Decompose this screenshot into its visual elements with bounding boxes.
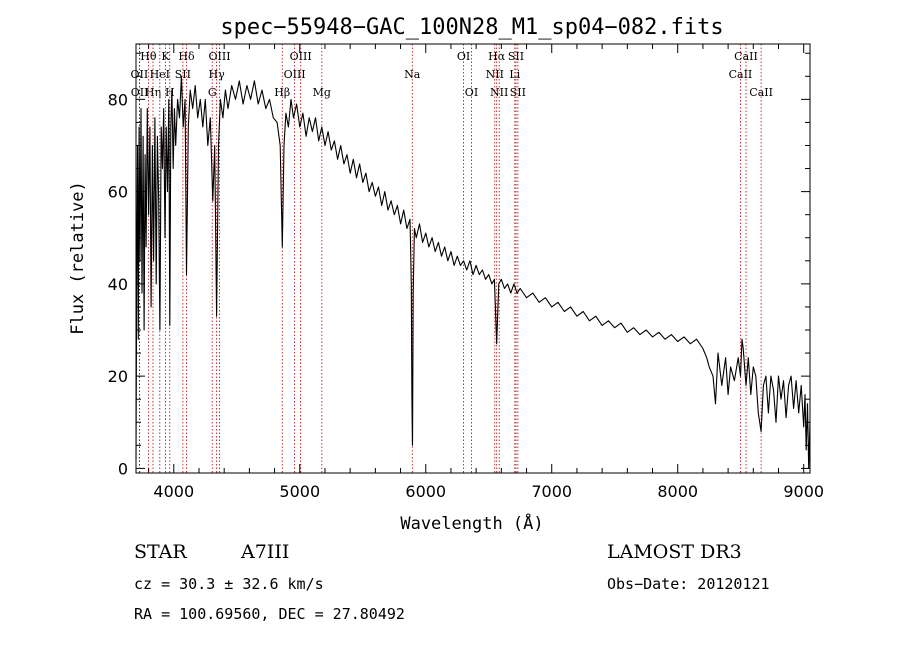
spectral-line-label: OII xyxy=(131,68,149,81)
y-tick-label: 80 xyxy=(108,90,128,109)
object-class: STAR xyxy=(134,541,187,563)
flux-series xyxy=(135,75,811,469)
spectral-line-label: Hβ xyxy=(274,86,290,99)
spectral-line-label: HeI xyxy=(150,68,170,81)
spectral-line-label: OI xyxy=(465,86,478,99)
flux-line xyxy=(135,75,811,469)
spectral-line-label: Hγ xyxy=(209,68,226,81)
spectral-line-label: Hθ xyxy=(140,50,157,63)
x-tick-label: 6000 xyxy=(405,482,446,501)
spectral-line-label: OIII xyxy=(290,50,312,63)
spectral-line-label: Li xyxy=(509,68,520,81)
spectral-line-label: Hδ xyxy=(178,50,195,63)
object-subclass: A7III xyxy=(240,541,289,563)
spectral-line-label: OIII xyxy=(284,68,306,81)
y-tick-label: 60 xyxy=(108,183,128,202)
y-axis-label: Flux (relative) xyxy=(68,181,88,335)
x-tick-label: 4000 xyxy=(153,482,194,501)
spectral-line-label: CaII xyxy=(734,50,758,63)
spectral-line-label: OI xyxy=(457,50,470,63)
x-tick-label: 7000 xyxy=(531,482,572,501)
spectral-line-label: Hη xyxy=(145,86,161,99)
spectral-line-label: OII xyxy=(131,86,149,99)
spectral-line-label: SII xyxy=(175,68,191,81)
observation-date: Obs−Date: 20120121 xyxy=(607,575,770,593)
x-tick-label: 5000 xyxy=(279,482,320,501)
spectral-line-label: Mg xyxy=(313,86,331,99)
spectral-line-label: H xyxy=(165,86,175,99)
coordinates: RA = 100.69560, DEC = 27.80492 xyxy=(134,605,405,623)
x-axis-label: Wavelength (Å) xyxy=(400,512,543,534)
y-tick-label: 20 xyxy=(108,367,128,386)
spectral-line-markers: HθOIIOIIHηHeIKHSIIHδGHγOIIIHβOIIIOIIIMgN… xyxy=(131,44,773,473)
y-tick-label: 40 xyxy=(108,275,128,294)
spectral-line-label: SII xyxy=(508,50,524,63)
spectral-line-label: CaII xyxy=(729,68,753,81)
plot-frame xyxy=(135,43,811,474)
x-tick-label: 8000 xyxy=(657,482,698,501)
spectral-line-label: K xyxy=(161,50,170,63)
spectral-line-label: G xyxy=(208,86,217,99)
spectral-line-label: Hα xyxy=(488,50,506,63)
spectral-line-label: NII xyxy=(490,86,508,99)
spectral-line-label: SII xyxy=(510,86,526,99)
spectral-line-label: CaII xyxy=(749,86,773,99)
spectral-line-label: OIII xyxy=(208,50,230,63)
axis-ticks: 4000 5000 6000 7000 8000 9000 0 20 40 60 80 xyxy=(108,44,824,501)
spectral-line-label: Na xyxy=(404,68,421,81)
survey-name: LAMOST DR3 xyxy=(607,541,742,563)
y-tick-label: 0 xyxy=(118,459,128,478)
redshift-velocity: cz = 30.3 ± 32.6 km/s xyxy=(134,575,324,593)
chart-title: spec−55948−GAC_100N28_M1_sp04−082.fits xyxy=(220,15,723,40)
x-tick-label: 9000 xyxy=(783,482,824,501)
spectral-line-label: NII xyxy=(486,68,504,81)
